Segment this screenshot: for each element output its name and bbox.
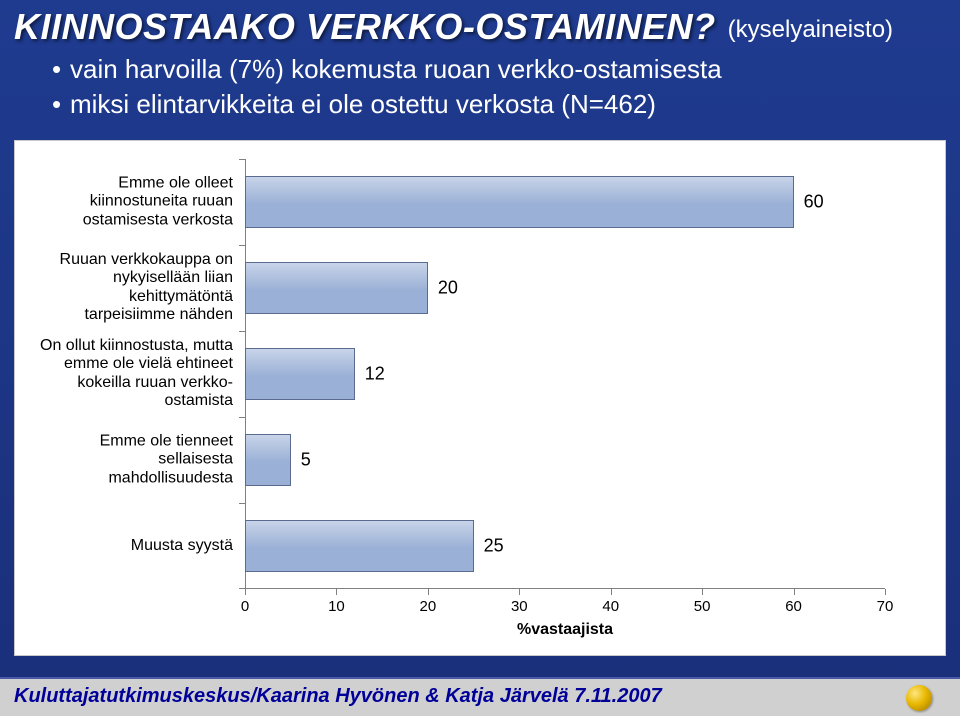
x-tick-label: 60 (785, 598, 802, 615)
y-tick (239, 331, 245, 332)
footer-text: Kuluttajatutkimuskeskus/Kaarina Hyvönen … (14, 685, 946, 708)
footer: Kuluttajatutkimuskeskus/Kaarina Hyvönen … (0, 677, 960, 716)
chart-row: On ollut kiinnostusta, mutta emme ole vi… (245, 331, 885, 417)
x-tick-label: 0 (241, 598, 249, 615)
value-label: 20 (438, 278, 458, 299)
x-tick (428, 589, 429, 595)
slide-title: KIINNOSTAAKO VERKKO-OSTAMINEN? (14, 6, 716, 48)
y-tick (239, 159, 245, 160)
x-axis-title: %vastaajista (517, 621, 613, 639)
x-tick-label: 10 (328, 598, 345, 615)
bar-gloss (246, 263, 427, 313)
footer-decoration-icon (906, 685, 932, 711)
bar (245, 520, 474, 572)
chart-row: Emme ole tienneet sellaisesta mahdollisu… (245, 417, 885, 503)
x-tick (794, 589, 795, 595)
x-tick-label: 30 (511, 598, 528, 615)
bar (245, 434, 291, 486)
slide: KIINNOSTAAKO VERKKO-OSTAMINEN? (kyselyai… (0, 0, 960, 716)
bar (245, 348, 355, 400)
x-tick (611, 589, 612, 595)
value-label: 12 (365, 364, 385, 385)
y-tick (239, 245, 245, 246)
x-tick (336, 589, 337, 595)
category-label: Emme ole olleet kiinnostuneita ruuan ost… (25, 174, 245, 229)
x-tick (245, 589, 246, 595)
chart-row: Emme ole olleet kiinnostuneita ruuan ost… (245, 159, 885, 245)
value-label: 25 (484, 536, 504, 557)
plot-area: %vastaajista 010203040506070Emme ole oll… (245, 159, 885, 589)
bar-gloss (246, 349, 354, 399)
bar-gloss (246, 435, 290, 485)
bullet-list: vain harvoilla (7%) kokemusta ruoan verk… (0, 48, 960, 122)
y-tick (239, 417, 245, 418)
bullet-item: vain harvoilla (7%) kokemusta ruoan verk… (52, 52, 960, 87)
y-tick (239, 503, 245, 504)
category-label: Ruuan verkkokauppa on nykyisellään liian… (25, 251, 245, 325)
bar-gloss (246, 521, 473, 571)
chart-row: Ruuan verkkokauppa on nykyisellään liian… (245, 245, 885, 331)
title-row: KIINNOSTAAKO VERKKO-OSTAMINEN? (kyselyai… (0, 0, 960, 48)
bar (245, 176, 794, 228)
category-label: On ollut kiinnostusta, mutta emme ole vi… (25, 337, 245, 411)
value-label: 60 (804, 192, 824, 213)
slide-tag: (kyselyaineisto) (728, 16, 893, 44)
x-tick-label: 40 (602, 598, 619, 615)
x-tick-label: 70 (877, 598, 894, 615)
x-tick-label: 50 (694, 598, 711, 615)
y-tick (239, 588, 245, 589)
bar (245, 262, 428, 314)
chart-panel: %vastaajista 0 10 20 30 40 50 60 70 Emme ole oll… (14, 140, 946, 656)
value-label: 5 (301, 450, 311, 471)
chart-row: Muusta syystä25 (245, 503, 885, 589)
x-tick (702, 589, 703, 595)
category-label: Muusta syystä (25, 537, 245, 555)
x-tick (519, 589, 520, 595)
bar-gloss (246, 177, 793, 227)
x-tick (885, 589, 886, 595)
chart: %vastaajista 0 10 20 30 40 50 60 70 Emme ole oll… (15, 141, 945, 655)
bullet-item: miksi elintarvikkeita ei ole ostettu ver… (52, 87, 960, 122)
category-label: Emme ole tienneet sellaisesta mahdollisu… (25, 432, 245, 487)
x-tick-label: 20 (420, 598, 437, 615)
